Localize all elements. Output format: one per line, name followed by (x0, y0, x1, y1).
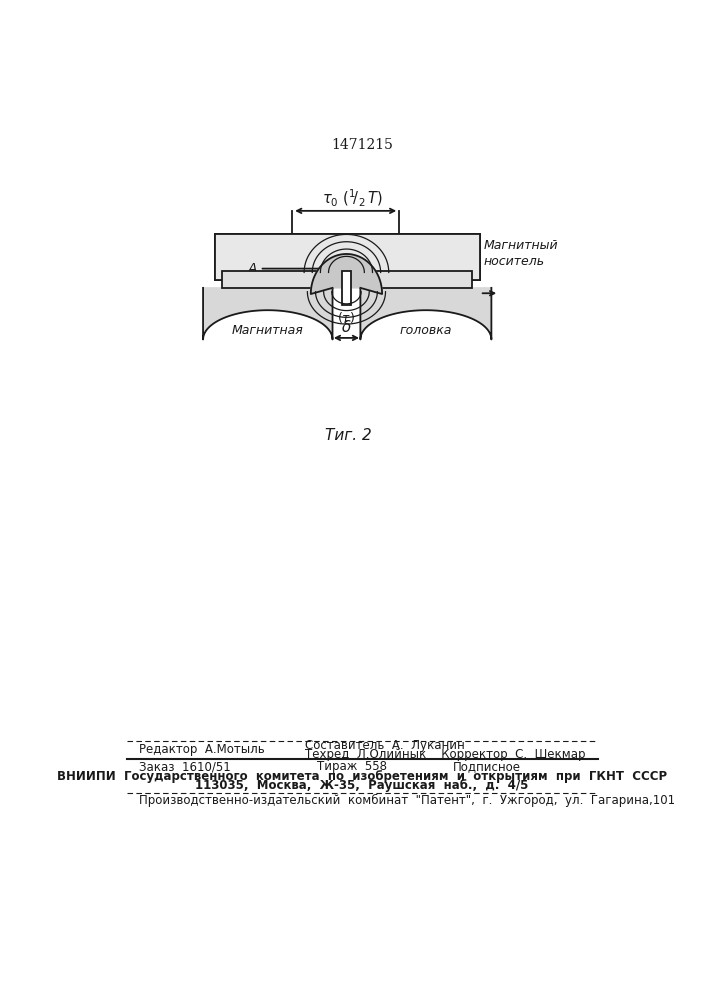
Text: 1471215: 1471215 (331, 138, 393, 152)
Polygon shape (203, 288, 332, 339)
Bar (215, 234, 480, 280)
Text: ВНИИПИ  Государственного  комитета  по  изобретениям  и  открытиям  при  ГКНТ  С: ВНИИПИ Государственного комитета по изоб… (57, 770, 667, 783)
Text: Магнитный
носитель: Магнитный носитель (484, 239, 559, 268)
Text: Производственно-издательский  комбинат  "Патент",  г.  Ужгород,  ул.  Гагарина,1: Производственно-издательский комбинат "П… (139, 794, 675, 807)
Text: Магнитная: Магнитная (232, 324, 304, 337)
Bar (223, 271, 332, 288)
Text: Тираж  558: Тираж 558 (317, 760, 387, 773)
Text: Редактор  А.Мотыль: Редактор А.Мотыль (139, 743, 264, 756)
Text: $\tau_0\ (^1\!/_2\,T)$: $\tau_0\ (^1\!/_2\,T)$ (322, 188, 382, 209)
Text: $\delta$: $\delta$ (341, 319, 352, 335)
Text: $(\tau)$: $(\tau)$ (337, 310, 356, 325)
Polygon shape (215, 234, 480, 280)
Text: Заказ  1610/51: Заказ 1610/51 (139, 760, 230, 773)
Bar (341, 271, 351, 305)
Text: 113035,  Москва,  Ж-35,  Раушская  наб.,  д.  4/5: 113035, Москва, Ж-35, Раушская наб., д. … (195, 779, 529, 792)
Text: Составитель  А.  Луканин: Составитель А. Луканин (305, 739, 465, 752)
Text: Τиг. 2: Τиг. 2 (325, 428, 371, 443)
Text: Техред  Л.Олийнык    Корректор  С.  Шекмар: Техред Л.Олийнык Корректор С. Шекмар (305, 748, 586, 761)
Polygon shape (361, 288, 491, 339)
Text: Подписное: Подписное (452, 760, 520, 773)
Text: головка: головка (399, 324, 452, 337)
Text: A: A (248, 262, 257, 276)
Polygon shape (311, 254, 382, 294)
Bar (361, 271, 472, 288)
